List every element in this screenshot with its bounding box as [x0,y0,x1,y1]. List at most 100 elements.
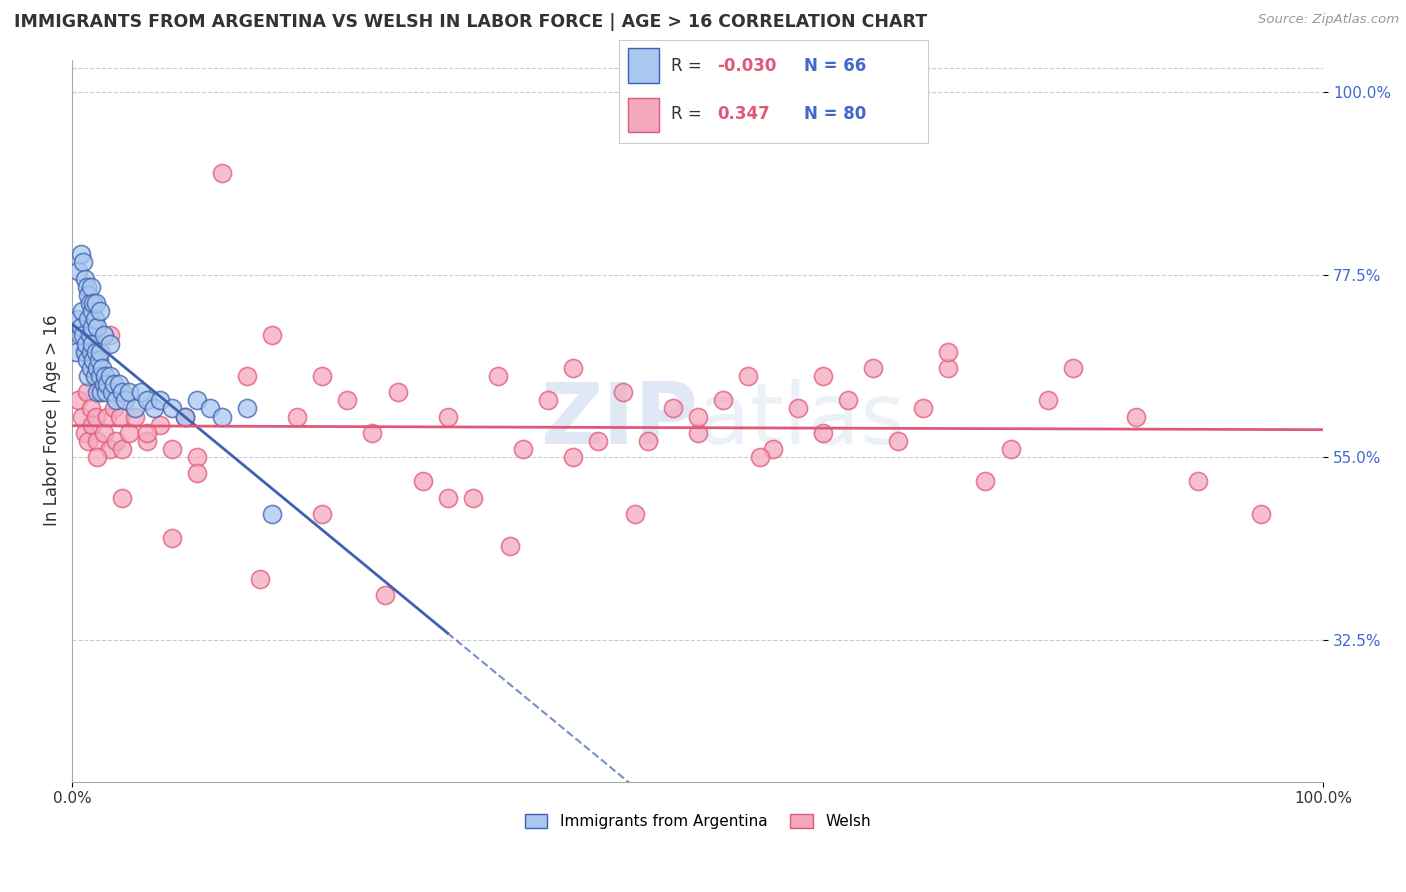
Point [111,491,134,505]
Point [101,385,124,400]
Point [173,409,195,424]
Point [105,393,128,408]
Bar [628,48,659,83]
Point [86,360,108,375]
Point [862,360,884,375]
Point [461,491,484,505]
Point [82,320,104,334]
Point [186,467,208,481]
Point [86,434,108,448]
Point [83,369,105,384]
Point [686,425,709,440]
Point [837,393,859,408]
Point [149,417,172,432]
Point [624,507,647,521]
Point [211,166,233,180]
Point [311,369,333,384]
Text: R =: R = [671,105,702,123]
Text: atlas: atlas [697,379,905,462]
Point [105,434,128,448]
Point [974,475,997,489]
Point [103,377,125,392]
Point [70,320,93,334]
Text: -0.030: -0.030 [717,57,778,75]
Point [387,385,409,400]
Point [67,312,90,326]
Point [1062,360,1084,375]
Point [94,385,117,400]
Point [86,385,108,400]
Point [711,393,734,408]
Point [136,434,159,448]
Point [111,385,134,400]
Point [73,425,96,440]
Point [186,450,208,464]
Point [1000,442,1022,456]
Point [536,393,558,408]
Point [89,369,111,384]
Point [96,377,118,392]
Point [162,531,184,545]
Text: 0.347: 0.347 [717,105,770,123]
Text: R =: R = [671,57,702,75]
Point [84,296,107,310]
Point [93,425,115,440]
Text: ZIP: ZIP [540,379,697,462]
Text: N = 80: N = 80 [804,105,866,123]
Point [198,401,221,416]
Point [486,369,509,384]
Point [436,409,458,424]
Point [211,409,233,424]
Point [262,507,284,521]
Point [76,352,98,367]
Point [136,425,159,440]
Point [79,328,101,343]
Point [90,385,112,400]
Point [83,369,105,384]
Point [311,507,333,521]
Point [786,401,808,416]
Point [98,369,121,384]
Point [79,296,101,310]
Point [173,409,195,424]
Point [75,336,97,351]
Point [361,425,384,440]
Point [89,304,111,318]
Point [77,312,100,326]
Point [98,442,121,456]
Point [661,401,683,416]
Point [103,401,125,416]
Point [108,409,131,424]
Point [149,393,172,408]
Point [762,442,785,456]
Point [73,271,96,285]
Point [586,434,609,448]
Point [76,385,98,400]
Point [94,369,117,384]
Point [93,328,115,343]
Point [811,369,834,384]
Point [436,491,458,505]
Point [499,540,522,554]
Point [911,401,934,416]
Point [80,360,103,375]
Point [89,344,111,359]
Point [412,475,434,489]
Point [98,328,121,343]
Point [114,393,136,408]
Point [89,385,111,400]
Point [686,409,709,424]
Text: Source: ZipAtlas.com: Source: ZipAtlas.com [1258,13,1399,27]
Point [65,344,87,359]
Point [107,377,129,392]
Point [142,401,165,416]
Point [67,263,90,277]
Point [162,442,184,456]
Point [96,409,118,424]
Point [84,344,107,359]
Point [124,401,146,416]
Point [887,434,910,448]
Point [111,442,134,456]
Point [77,369,100,384]
Point [336,393,359,408]
